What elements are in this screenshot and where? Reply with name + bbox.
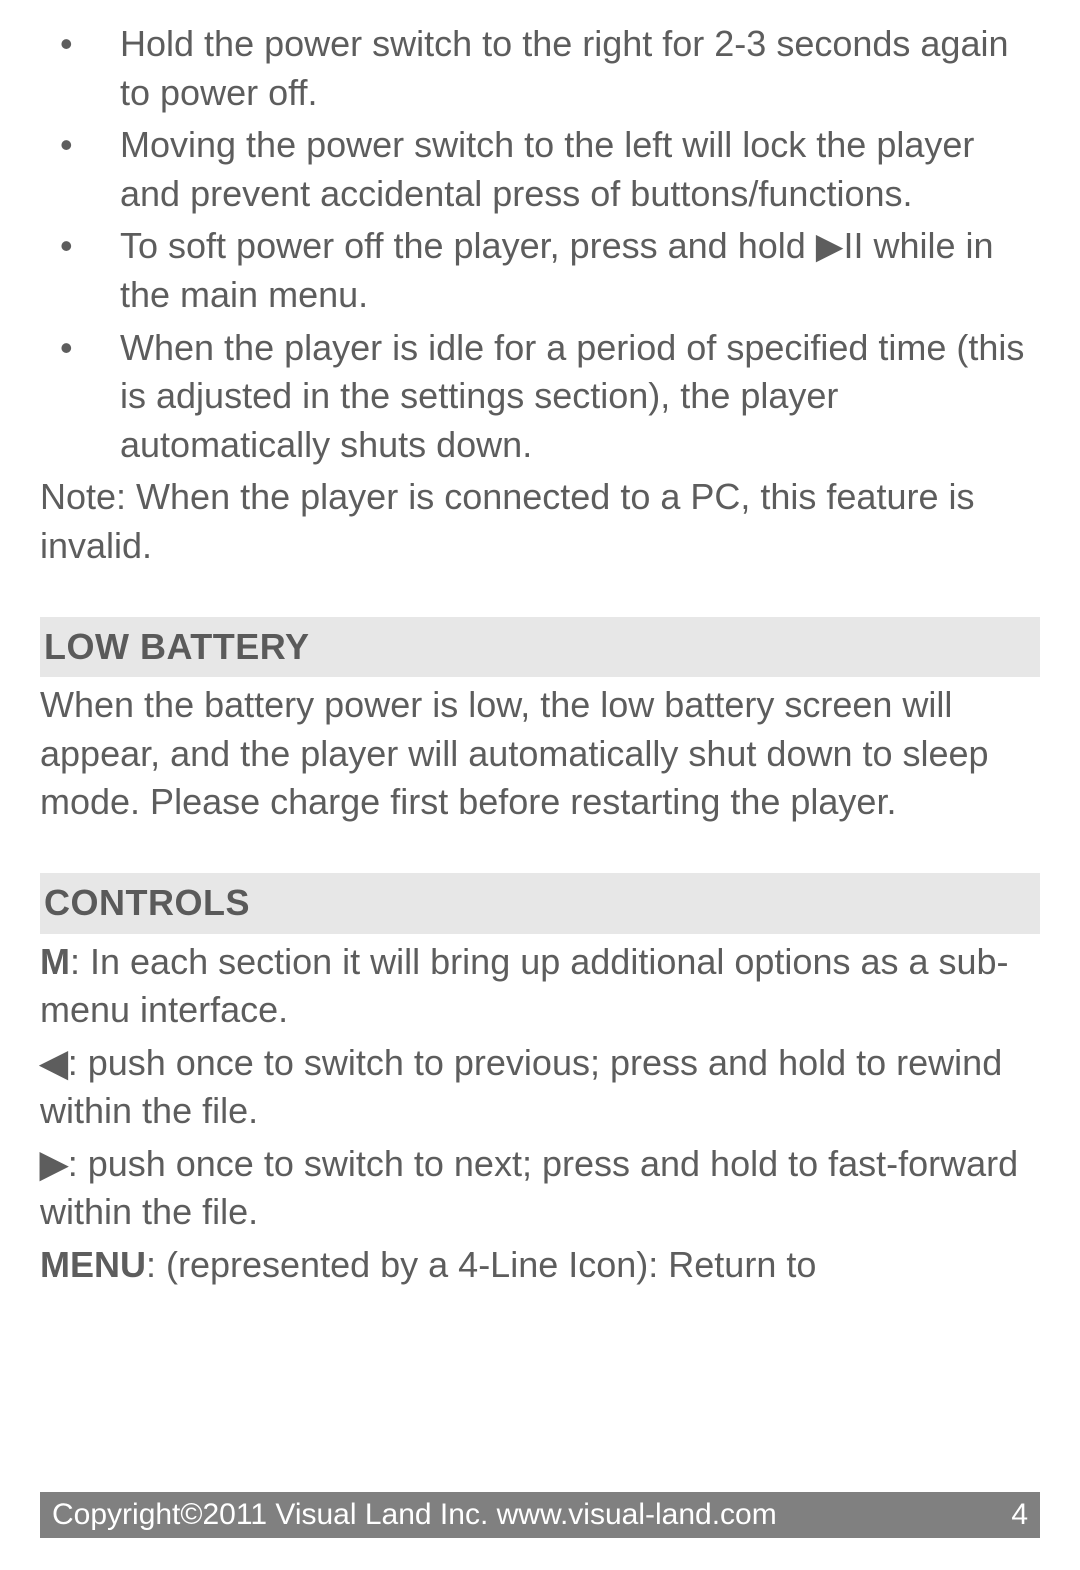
bullet-text: To soft power off the player, press and … [120,225,994,315]
note-text: Note: When the player is connected to a … [40,473,1040,570]
control-key-menu: MENU [40,1244,146,1285]
footer-page-number: 4 [1011,1498,1028,1532]
list-item: To soft power off the player, press and … [40,222,1040,319]
control-item: M: In each section it will bring up addi… [40,938,1040,1035]
low-battery-body: When the battery power is low, the low b… [40,681,1040,827]
control-desc: : push once to switch to previous; press… [40,1042,1002,1132]
page-footer: Copyright©2011 Visual Land Inc. www.visu… [40,1492,1040,1538]
bullet-text: When the player is idle for a period of … [120,327,1024,465]
list-item: Hold the power switch to the right for 2… [40,20,1040,117]
list-item: When the player is idle for a period of … [40,324,1040,470]
bullet-text: Moving the power switch to the left will… [120,124,974,214]
control-desc: : (represented by a 4-Line Icon): Return… [146,1244,816,1285]
control-key-m: M [40,941,70,982]
control-desc: : push once to switch to next; press and… [40,1143,1018,1233]
control-item: ◀: push once to switch to previous; pres… [40,1039,1040,1136]
page-content: Hold the power switch to the right for 2… [40,20,1040,1290]
bullet-text: Hold the power switch to the right for 2… [120,23,1009,113]
bullet-list: Hold the power switch to the right for 2… [40,20,1040,469]
control-desc: : In each section it will bring up addit… [40,941,1009,1031]
control-item: MENU: (represented by a 4-Line Icon): Re… [40,1241,1040,1290]
control-key-right-icon: ▶ [40,1143,68,1184]
list-item: Moving the power switch to the left will… [40,121,1040,218]
footer-copyright: Copyright©2011 Visual Land Inc. www.visu… [52,1498,777,1532]
heading-low-battery: LOW BATTERY [40,617,1040,678]
control-key-left-icon: ◀ [40,1042,68,1083]
control-item: ▶: push once to switch to next; press an… [40,1140,1040,1237]
heading-controls: CONTROLS [40,873,1040,934]
